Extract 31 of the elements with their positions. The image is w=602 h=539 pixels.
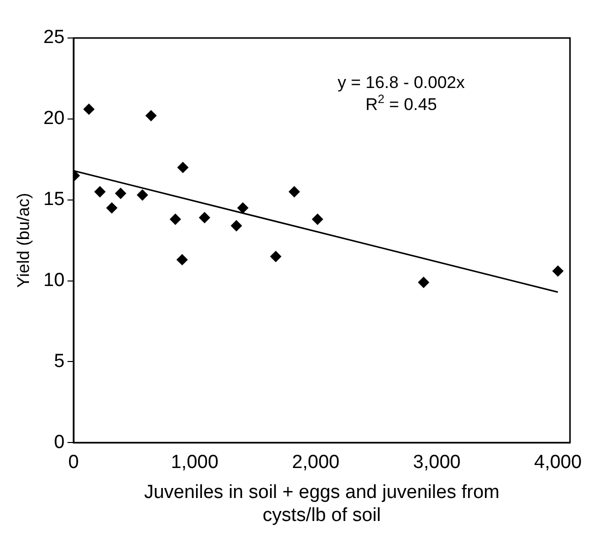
annotation: y = 16.8 - 0.002x: [338, 73, 466, 92]
point: [199, 212, 210, 224]
point: [146, 110, 157, 122]
x-tick-label: 2,000: [292, 452, 340, 474]
point: [176, 254, 188, 266]
x-tick-label: 0: [68, 452, 79, 474]
x-tick-label: 3,000: [413, 452, 461, 474]
y-tick-label: 20: [43, 108, 65, 130]
x-tick-label: 4,000: [534, 452, 582, 474]
point: [312, 214, 324, 225]
point: [418, 276, 430, 288]
point: [177, 162, 188, 173]
y-tick-label: 25: [43, 27, 65, 48]
point: [270, 250, 282, 262]
y-tick-label: 0: [54, 432, 65, 453]
y-axis-title: Yield (bu/ac): [14, 192, 33, 288]
point: [288, 186, 300, 198]
point: [115, 188, 126, 199]
y-tick-label: 15: [43, 189, 65, 210]
point: [136, 189, 148, 200]
y-tick-label: 5: [54, 350, 65, 372]
x-axis-title: Juveniles in soil + eggs and juveniles from cysts/lb of soil: [144, 482, 500, 526]
point: [237, 202, 248, 214]
point: [170, 214, 181, 225]
point: [83, 104, 94, 115]
y-tick-label: 10: [43, 270, 65, 291]
x-tick-label: 1,000: [170, 452, 218, 474]
point: [94, 186, 106, 198]
point: [106, 202, 118, 214]
point: [230, 220, 242, 232]
point: [552, 266, 564, 277]
